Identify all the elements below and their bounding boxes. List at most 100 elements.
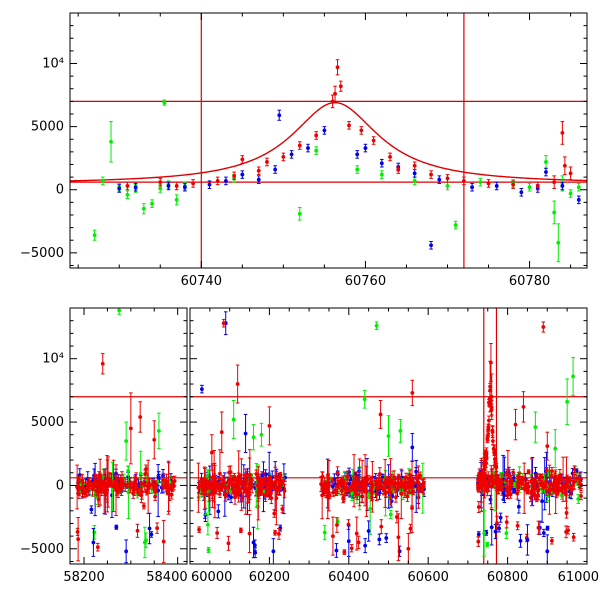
marker bbox=[395, 515, 399, 519]
marker bbox=[282, 479, 286, 483]
data-point bbox=[497, 525, 501, 532]
marker bbox=[97, 483, 101, 487]
marker bbox=[274, 496, 278, 500]
data-point bbox=[142, 204, 146, 214]
marker bbox=[215, 531, 219, 535]
data-point bbox=[240, 171, 244, 179]
marker bbox=[519, 190, 523, 194]
marker bbox=[347, 123, 351, 127]
marker bbox=[363, 544, 367, 548]
series-blue bbox=[117, 110, 580, 249]
marker bbox=[552, 211, 556, 215]
marker bbox=[97, 498, 101, 502]
marker bbox=[207, 548, 211, 552]
marker bbox=[269, 496, 273, 500]
marker bbox=[220, 487, 224, 491]
data-point bbox=[339, 81, 343, 91]
marker bbox=[224, 486, 228, 490]
data-point bbox=[277, 110, 281, 120]
marker bbox=[280, 507, 284, 511]
marker bbox=[136, 491, 140, 495]
marker bbox=[476, 478, 480, 482]
marker bbox=[175, 198, 179, 202]
marker bbox=[216, 509, 220, 513]
marker bbox=[158, 180, 162, 184]
marker bbox=[101, 179, 105, 183]
marker bbox=[358, 480, 362, 484]
marker bbox=[342, 550, 346, 554]
marker bbox=[139, 476, 143, 480]
marker bbox=[197, 528, 201, 532]
marker bbox=[355, 493, 359, 497]
marker bbox=[336, 471, 340, 475]
marker bbox=[560, 131, 564, 135]
marker bbox=[362, 484, 366, 488]
data-point bbox=[224, 177, 228, 185]
data-point bbox=[358, 459, 362, 506]
marker bbox=[257, 178, 261, 182]
marker bbox=[413, 164, 417, 168]
marker bbox=[265, 489, 269, 493]
marker bbox=[216, 179, 220, 183]
data-point bbox=[389, 510, 393, 518]
marker bbox=[485, 489, 489, 493]
data-point bbox=[333, 86, 337, 101]
marker bbox=[76, 485, 80, 489]
marker bbox=[397, 475, 401, 479]
marker bbox=[372, 139, 376, 143]
marker bbox=[477, 532, 481, 536]
data-point bbox=[413, 177, 417, 185]
dense-scatter bbox=[75, 450, 583, 563]
marker bbox=[389, 513, 393, 517]
data-point bbox=[89, 506, 93, 513]
marker bbox=[336, 65, 340, 69]
marker bbox=[105, 477, 109, 481]
marker bbox=[275, 489, 279, 493]
marker bbox=[157, 475, 161, 479]
data-point bbox=[127, 466, 131, 519]
marker bbox=[257, 169, 261, 173]
data-point bbox=[377, 534, 381, 545]
marker bbox=[375, 492, 379, 496]
marker bbox=[96, 545, 100, 549]
marker bbox=[170, 485, 174, 489]
marker bbox=[413, 179, 417, 183]
marker bbox=[487, 182, 491, 186]
marker bbox=[335, 523, 339, 527]
marker bbox=[377, 482, 381, 486]
marker bbox=[314, 149, 318, 153]
data-point bbox=[109, 122, 113, 162]
data-point bbox=[446, 175, 450, 183]
data-point bbox=[462, 177, 466, 185]
marker bbox=[485, 543, 489, 547]
marker bbox=[326, 495, 330, 499]
marker bbox=[76, 537, 80, 541]
marker bbox=[364, 146, 368, 150]
data-point bbox=[478, 178, 482, 186]
marker bbox=[142, 504, 146, 508]
marker bbox=[334, 491, 338, 495]
marker bbox=[134, 185, 138, 189]
data-point bbox=[175, 195, 179, 205]
marker bbox=[153, 485, 157, 489]
marker bbox=[102, 490, 106, 494]
marker bbox=[119, 486, 123, 490]
marker bbox=[383, 482, 387, 486]
marker bbox=[240, 496, 244, 500]
marker bbox=[167, 184, 171, 188]
marker bbox=[370, 495, 374, 499]
marker bbox=[218, 472, 222, 476]
marker bbox=[380, 161, 384, 165]
marker bbox=[569, 192, 573, 196]
marker bbox=[495, 521, 499, 525]
data-point bbox=[342, 550, 346, 555]
data-point bbox=[290, 151, 294, 159]
data-point bbox=[544, 168, 548, 176]
marker bbox=[208, 183, 212, 187]
data-point bbox=[215, 527, 219, 538]
data-point bbox=[446, 182, 450, 190]
marker bbox=[150, 202, 154, 206]
marker bbox=[221, 478, 225, 482]
data-point bbox=[487, 180, 491, 188]
